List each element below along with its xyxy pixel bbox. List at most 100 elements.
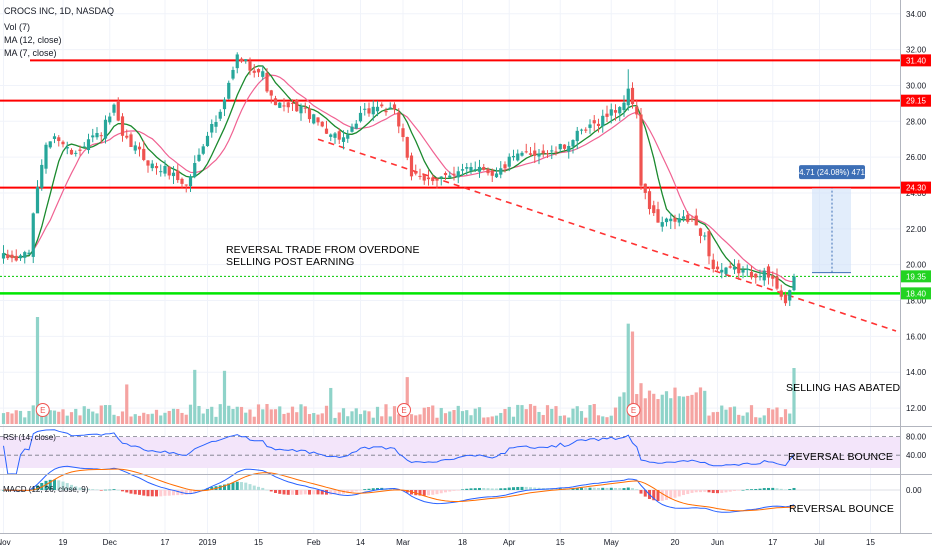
candle-body[interactable]: [673, 217, 677, 222]
candle-body[interactable]: [320, 121, 324, 127]
candle-body[interactable]: [205, 135, 210, 147]
candle-body[interactable]: [6, 254, 10, 259]
candle-body[interactable]: [643, 183, 647, 193]
candle-body[interactable]: [613, 110, 618, 113]
annotation-macd-reversal[interactable]: REVERSAL BOUNCE: [789, 503, 894, 515]
candle-body[interactable]: [307, 108, 312, 120]
candle-body[interactable]: [341, 137, 346, 142]
candle-body[interactable]: [456, 171, 460, 178]
candle-body[interactable]: [137, 146, 142, 150]
candle-body[interactable]: [656, 209, 660, 223]
candle-body[interactable]: [273, 98, 278, 106]
candle-body[interactable]: [550, 150, 554, 152]
macd-label[interactable]: MACD (12, 26, close, 9): [3, 485, 89, 494]
candle-body[interactable]: [537, 153, 541, 157]
candle-body[interactable]: [439, 176, 443, 178]
candle-body[interactable]: [282, 105, 286, 107]
earnings-marker-icon[interactable]: [397, 403, 411, 417]
candle-body[interactable]: [754, 273, 758, 278]
candle-body[interactable]: [694, 215, 698, 226]
candle-body[interactable]: [154, 166, 159, 169]
candle-body[interactable]: [486, 169, 490, 174]
candle-body[interactable]: [524, 151, 528, 153]
candle-body[interactable]: [295, 99, 299, 112]
candle-body[interactable]: [384, 110, 388, 113]
candle-body[interactable]: [150, 163, 154, 169]
candle-body[interactable]: [562, 144, 567, 149]
candle-body[interactable]: [477, 166, 482, 172]
candle-body[interactable]: [745, 268, 749, 271]
candle-body[interactable]: [218, 111, 222, 119]
candle-body[interactable]: [482, 166, 486, 170]
candle-body[interactable]: [210, 123, 214, 133]
candle-body[interactable]: [511, 155, 516, 158]
candle-body[interactable]: [363, 108, 367, 110]
candle-body[interactable]: [35, 186, 40, 214]
candle-body[interactable]: [528, 153, 533, 155]
candle-body[interactable]: [388, 107, 392, 109]
candle-body[interactable]: [18, 255, 23, 259]
candle-body[interactable]: [354, 123, 358, 129]
candle-body[interactable]: [57, 137, 61, 141]
candle-body[interactable]: [422, 174, 426, 181]
candle-body[interactable]: [129, 134, 133, 147]
candle-body[interactable]: [248, 60, 252, 71]
annotation-rsi-reversal[interactable]: REVERSAL BOUNCE: [788, 451, 893, 463]
candle-body[interactable]: [707, 231, 711, 257]
candle-body[interactable]: [146, 160, 150, 166]
candle-body[interactable]: [792, 276, 796, 291]
candle-body[interactable]: [201, 146, 205, 154]
indicator-ma7-label[interactable]: MA (7, close): [4, 48, 57, 58]
candle-body[interactable]: [575, 130, 579, 142]
candle-body[interactable]: [660, 222, 664, 227]
candle-body[interactable]: [414, 171, 418, 174]
candle-body[interactable]: [27, 252, 31, 255]
candle-body[interactable]: [214, 122, 218, 127]
candle-body[interactable]: [728, 266, 732, 268]
candle-body[interactable]: [116, 100, 120, 121]
candle-body[interactable]: [703, 235, 707, 237]
candle-body[interactable]: [10, 254, 14, 259]
candle-body[interactable]: [197, 154, 201, 161]
candle-body[interactable]: [252, 70, 256, 73]
candle-body[interactable]: [299, 106, 303, 114]
candle-body[interactable]: [278, 102, 282, 108]
candle-body[interactable]: [167, 166, 171, 176]
candle-body[interactable]: [52, 136, 57, 139]
candle-body[interactable]: [516, 153, 520, 161]
candle-body[interactable]: [269, 90, 273, 96]
candle-body[interactable]: [749, 271, 754, 278]
trendline[interactable]: [317, 138, 897, 332]
candle-body[interactable]: [771, 275, 775, 279]
candle-body[interactable]: [775, 276, 779, 289]
candle-body[interactable]: [571, 140, 575, 147]
candle-body[interactable]: [452, 173, 456, 175]
trendline-line[interactable]: [317, 138, 897, 332]
candle-body[interactable]: [618, 107, 622, 114]
candle-body[interactable]: [23, 252, 27, 258]
candle-body[interactable]: [286, 102, 290, 108]
candle-body[interactable]: [358, 112, 363, 122]
candle-body[interactable]: [737, 263, 741, 274]
candle-body[interactable]: [558, 144, 562, 150]
measure-tool[interactable]: 4.71 (24.08%) 471: [799, 165, 865, 274]
candle-body[interactable]: [460, 169, 465, 171]
candle-body[interactable]: [664, 218, 669, 223]
candle-body[interactable]: [61, 141, 65, 145]
annotation-selling-abated[interactable]: SELLING HAS ABATED: [786, 382, 901, 394]
candle-body[interactable]: [142, 148, 146, 160]
candle-body[interactable]: [724, 267, 728, 274]
candle-body[interactable]: [312, 114, 316, 124]
candle-body[interactable]: [112, 104, 116, 113]
candle-body[interactable]: [74, 152, 78, 154]
candle-body[interactable]: [503, 164, 507, 169]
candle-body[interactable]: [507, 156, 511, 167]
candle-body[interactable]: [44, 144, 48, 169]
candle-body[interactable]: [405, 137, 409, 158]
time-axis[interactable]: Nov 19 Dec 17 2019 15 Feb 14 Mar 18 Apr 15 May 20 Jun 1…: [0, 538, 875, 547]
candle-body[interactable]: [346, 134, 350, 139]
candle-body[interactable]: [465, 167, 469, 169]
candle-body[interactable]: [690, 218, 694, 220]
candle-body[interactable]: [652, 205, 656, 214]
